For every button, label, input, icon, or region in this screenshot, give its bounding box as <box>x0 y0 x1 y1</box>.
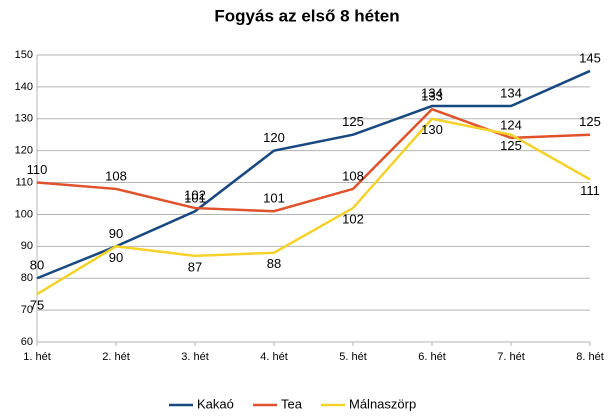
y-tick-label: 130 <box>15 113 33 125</box>
series-line <box>36 69 591 280</box>
data-label: 134 <box>500 85 522 100</box>
series-line <box>36 117 591 296</box>
y-tick-label: 100 <box>15 208 33 220</box>
y-tick-label: 60 <box>21 336 33 348</box>
x-tick-label: 7. hét <box>497 351 525 363</box>
y-tick-label: 150 <box>15 49 33 61</box>
y-tick-label: 120 <box>15 145 33 157</box>
x-tick-label: 4. hét <box>260 351 288 363</box>
data-label: 90 <box>109 250 123 265</box>
data-label: 145 <box>579 50 601 65</box>
x-tick-label: 6. hét <box>418 351 446 363</box>
data-label: 134 <box>421 85 443 100</box>
data-label: 101 <box>263 191 285 206</box>
legend-label: Málnaszörp <box>349 396 416 411</box>
data-label: 125 <box>579 114 601 129</box>
data-label: 120 <box>263 130 285 145</box>
data-label: 124 <box>500 117 522 132</box>
x-tick-label: 3. hét <box>181 351 209 363</box>
data-label: 125 <box>342 114 364 129</box>
y-tick-label: 140 <box>15 81 33 93</box>
legend-label: Tea <box>281 396 303 411</box>
data-label: 88 <box>267 256 281 271</box>
legend-label: Kakaó <box>197 396 234 411</box>
data-label: 80 <box>30 258 44 273</box>
data-label: 101 <box>184 191 206 206</box>
data-label: 130 <box>421 122 443 137</box>
y-tick-label: 110 <box>15 176 33 188</box>
data-label: 102 <box>342 212 364 227</box>
x-tick-label: 5. hét <box>339 351 367 363</box>
data-label: 75 <box>30 298 44 313</box>
data-label: 110 <box>27 162 48 177</box>
data-label: 102 <box>184 188 206 203</box>
y-tick-label: 70 <box>21 304 33 316</box>
data-label: 90 <box>109 226 123 241</box>
data-label: 125 <box>500 138 522 153</box>
x-tick-label: 1. hét <box>23 351 51 363</box>
chart-title: Fogyás az első 8 héten <box>214 6 399 25</box>
x-tick-label: 8. hét <box>576 351 604 363</box>
y-tick-label: 80 <box>21 272 33 284</box>
y-tick-label: 90 <box>21 240 33 252</box>
data-label: 133 <box>421 89 443 104</box>
data-label: 108 <box>342 168 364 183</box>
x-tick-label: 2. hét <box>102 351 130 363</box>
data-label: 87 <box>188 259 202 274</box>
data-label: 111 <box>580 183 600 198</box>
data-label: 108 <box>105 168 127 183</box>
